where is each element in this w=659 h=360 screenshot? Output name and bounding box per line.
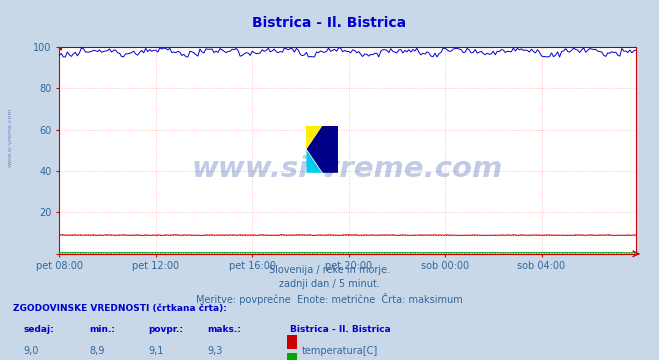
Text: povpr.:: povpr.:: [148, 325, 183, 334]
Text: www.si-vreme.com: www.si-vreme.com: [8, 107, 13, 167]
Polygon shape: [306, 126, 338, 173]
Text: www.si-vreme.com: www.si-vreme.com: [192, 155, 503, 183]
Polygon shape: [306, 126, 322, 149]
Text: temperatura[C]: temperatura[C]: [302, 346, 378, 356]
Text: Meritve: povprečne  Enote: metrične  Črta: maksimum: Meritve: povprečne Enote: metrične Črta:…: [196, 293, 463, 305]
Text: zadnji dan / 5 minut.: zadnji dan / 5 minut.: [279, 279, 380, 289]
Text: Bistrica - Il. Bistrica: Bistrica - Il. Bistrica: [252, 16, 407, 30]
Text: sedaj:: sedaj:: [23, 325, 54, 334]
Text: 9,1: 9,1: [148, 346, 163, 356]
Text: ZGODOVINSKE VREDNOSTI (črtkana črta):: ZGODOVINSKE VREDNOSTI (črtkana črta):: [13, 304, 227, 313]
Text: 9,0: 9,0: [23, 346, 38, 356]
Text: Bistrica - Il. Bistrica: Bistrica - Il. Bistrica: [290, 325, 391, 334]
Text: 8,9: 8,9: [89, 346, 104, 356]
Polygon shape: [306, 149, 322, 173]
Text: min.:: min.:: [89, 325, 115, 334]
Text: maks.:: maks.:: [208, 325, 241, 334]
Text: 9,3: 9,3: [208, 346, 223, 356]
Text: Slovenija / reke in morje.: Slovenija / reke in morje.: [269, 265, 390, 275]
